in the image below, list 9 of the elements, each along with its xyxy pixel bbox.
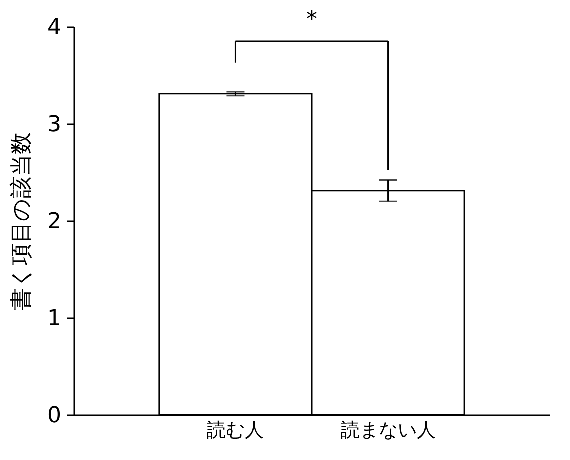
y-tick-label: 0: [48, 404, 62, 428]
y-tick-label: 3: [48, 112, 62, 138]
y-tick-label: 4: [48, 16, 62, 40]
annotation: *: [306, 8, 318, 33]
x-tick-label: 読まない人: [340, 420, 436, 442]
y-axis-title: 書く項目の該当数: [10, 132, 35, 310]
y-tick-label: 2: [48, 210, 62, 234]
x-tick-label: 読む人: [207, 420, 264, 442]
y-tick-label: 1: [48, 306, 62, 332]
